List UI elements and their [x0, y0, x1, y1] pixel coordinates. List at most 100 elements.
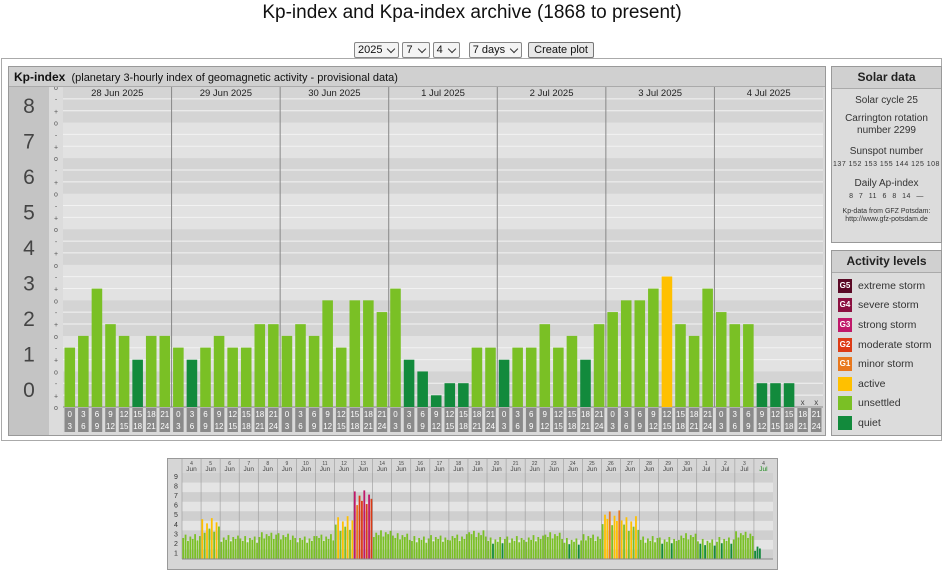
- activity-level-swatch: G2: [838, 337, 852, 352]
- overview-bar: [568, 544, 571, 559]
- y-sub-tick-label: o: [54, 156, 58, 163]
- overview-bar: [484, 536, 487, 559]
- overview-bar: [504, 538, 506, 559]
- overview-bar: [260, 532, 263, 559]
- kp-bar: [580, 359, 591, 407]
- y-sub-tick-label: o: [54, 192, 58, 199]
- overview-bar: [291, 535, 294, 559]
- month-select[interactable]: 7: [402, 42, 430, 58]
- overview-day-label: 10: [303, 461, 309, 467]
- overview-month-label: Jun: [263, 466, 274, 473]
- overview-bar: [658, 537, 661, 559]
- create-plot-button[interactable]: Create plot: [528, 42, 594, 58]
- interval-end-label: 12: [323, 422, 332, 431]
- overview-bar: [525, 541, 528, 559]
- overview-bar: [539, 538, 542, 559]
- month-overview-chart[interactable]: 1234567894Jun5Jun6Jun7Jun8Jun9Jun10Jun11…: [168, 459, 777, 569]
- interval-end-label: 21: [472, 422, 481, 431]
- overview-bar: [418, 537, 421, 559]
- day-select[interactable]: 4: [432, 42, 460, 58]
- overview-bar: [401, 535, 404, 559]
- interval-end-label: 3: [68, 422, 73, 431]
- overview-bar: [258, 537, 261, 559]
- overview-bar: [306, 542, 309, 559]
- overview-bar: [637, 529, 640, 559]
- activity-level-swatch: G3: [838, 317, 852, 332]
- overview-bar: [246, 542, 249, 559]
- overview-bar: [303, 536, 306, 559]
- overview-bar: [489, 537, 492, 559]
- y-tick-label: 8: [23, 95, 35, 118]
- y-sub-tick-label: o: [54, 369, 58, 376]
- overview-bar: [218, 526, 220, 559]
- overview-month-label: Jun: [587, 466, 598, 473]
- overview-bar: [313, 536, 316, 559]
- interval-label-box: [335, 408, 347, 432]
- overview-bar: [442, 541, 444, 559]
- year-select[interactable]: 2025: [354, 42, 400, 58]
- interval-end-label: 9: [95, 422, 100, 431]
- kp-bar: [417, 371, 428, 407]
- y-sub-tick-label: -: [55, 132, 58, 139]
- day-label: 29 Jun 2025: [200, 88, 252, 99]
- kp-chart-header: Kp-index (planetary 3-hourly index of ge…: [9, 67, 825, 87]
- range-select[interactable]: 7 days: [468, 42, 523, 58]
- overview-y-label: 3: [174, 531, 178, 538]
- interval-end-label: 24: [160, 422, 169, 431]
- kp-bar: [498, 359, 510, 407]
- interval-label-box: [797, 408, 808, 432]
- activity-level-label: minor storm: [858, 358, 914, 371]
- overview-bar: [670, 543, 673, 559]
- overview-bar: [425, 542, 428, 559]
- interval-end-label: 3: [393, 422, 398, 431]
- overview-bar: [189, 536, 192, 559]
- activity-level-item: G5 extreme storm: [832, 276, 941, 296]
- interval-label-box: [78, 408, 89, 432]
- overview-day-label: 7: [247, 461, 250, 467]
- interval-start-label: 12: [771, 410, 780, 419]
- overview-day-label: 12: [341, 461, 347, 467]
- overview-month-label: Jun: [491, 466, 502, 473]
- interval-end-label: 12: [649, 422, 658, 431]
- interval-label-box: [743, 408, 754, 432]
- overview-bar: [208, 528, 211, 559]
- overview-bar: [411, 540, 413, 559]
- overview-day-label: 15: [398, 461, 404, 467]
- y-sub-tick-label: o: [54, 121, 58, 128]
- y-sub-tick-label: o: [54, 87, 58, 92]
- overview-bar: [249, 537, 251, 559]
- overview-bar: [394, 537, 397, 559]
- interval-start-label: 3: [407, 410, 412, 419]
- overview-bar: [227, 535, 230, 559]
- activity-level-label: moderate storm: [858, 338, 932, 351]
- overview-bar: [751, 536, 754, 559]
- overview-bar: [358, 495, 361, 559]
- interval-label-box: [268, 408, 279, 432]
- overview-bar: [685, 533, 687, 559]
- interval-start-label: 18: [255, 410, 264, 419]
- overview-month-label: Jun: [224, 466, 235, 473]
- y-sub-tick-label: -: [55, 381, 58, 388]
- interval-label-box: [702, 408, 713, 432]
- overview-bar: [582, 534, 585, 559]
- kp-bar: [783, 383, 795, 407]
- overview-bar: [289, 539, 292, 559]
- y-sub-tick-label: +: [54, 180, 58, 187]
- overview-month-label: Jul: [702, 466, 711, 473]
- month-overview-chart-panel[interactable]: 1 2 3 4 5 6 7 8 9 4 Jun 5 Jun 6 Jun 7 Jun 8 Jun 9 Jun 10 Jun 11…: [167, 458, 778, 570]
- overview-bar: [604, 514, 606, 559]
- overview-bar: [756, 546, 759, 559]
- range-value: 7 days: [472, 44, 506, 56]
- overview-bar: [480, 535, 482, 559]
- y-sub-tick-label: -: [55, 310, 58, 317]
- overview-bar: [241, 540, 244, 559]
- interval-label-box: [607, 408, 618, 432]
- overview-bar: [215, 522, 218, 559]
- overview-bar: [606, 518, 609, 559]
- interval-label-box: [254, 408, 266, 432]
- overview-day-label: 26: [608, 461, 614, 467]
- kp-bar: [756, 383, 768, 407]
- overview-bar: [577, 544, 580, 559]
- overview-bar: [256, 542, 258, 559]
- y-sub-tick-label: -: [55, 97, 58, 104]
